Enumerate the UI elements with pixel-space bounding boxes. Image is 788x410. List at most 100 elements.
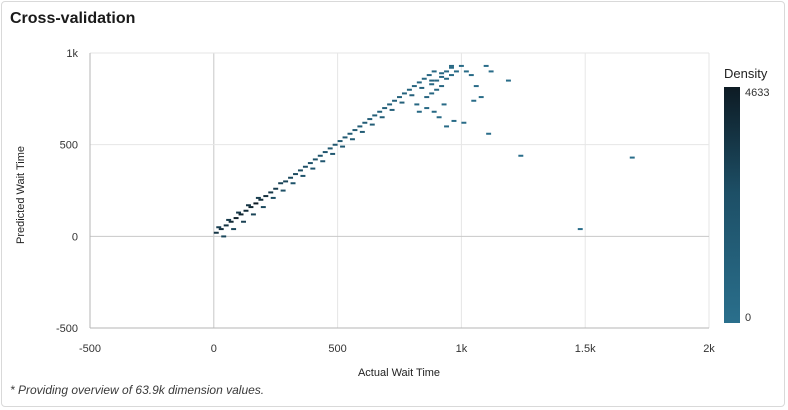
heatmap-cell xyxy=(461,121,467,124)
heatmap-cell xyxy=(486,132,492,135)
heatmap-cell xyxy=(473,85,479,88)
heatmap-cell xyxy=(320,160,326,163)
heatmap-cells xyxy=(213,64,635,238)
heatmap-cell xyxy=(223,224,229,227)
grid-layer xyxy=(89,52,710,329)
heatmap-cell xyxy=(518,154,524,157)
x-axis-label: Actual Wait Time xyxy=(358,367,440,379)
heatmap-cell xyxy=(382,107,388,110)
heatmap-cell xyxy=(449,74,454,77)
heatmap-cell xyxy=(255,196,261,199)
heatmap-cell xyxy=(218,228,224,231)
heatmap-cell xyxy=(429,92,435,95)
heatmap-cell xyxy=(297,169,303,172)
heatmap-cell xyxy=(253,202,259,205)
legend-title: Density xyxy=(724,66,768,81)
footnote: * Providing overview of 63.9k dimension … xyxy=(10,383,265,397)
heatmap-cell xyxy=(258,198,264,201)
heatmap-cell xyxy=(449,64,454,67)
heatmap-cell xyxy=(330,152,336,155)
heatmap-cell xyxy=(424,107,430,110)
x-tick-label: 2k xyxy=(703,343,715,355)
heatmap-cell xyxy=(332,143,338,146)
y-tick-label: 500 xyxy=(60,140,78,152)
heatmap-cell xyxy=(431,70,437,73)
legend-color-bar xyxy=(724,87,740,323)
heatmap-cell xyxy=(409,94,415,97)
heatmap-cell xyxy=(577,228,583,231)
heatmap-cell xyxy=(342,136,348,139)
heatmap-cell xyxy=(268,191,274,194)
heatmap-cell xyxy=(436,116,442,119)
heatmap-cell xyxy=(238,213,244,216)
x-tick-label: 1k xyxy=(456,343,468,355)
heatmap-cell xyxy=(406,88,412,91)
heatmap-cell xyxy=(347,132,353,135)
heatmap-cell xyxy=(416,110,422,113)
heatmap-cell xyxy=(439,72,445,75)
heatmap-cell xyxy=(352,129,358,132)
heatmap-cell xyxy=(243,209,249,212)
legend-min-label: 0 xyxy=(745,312,751,324)
heatmap-cell xyxy=(416,81,422,84)
heatmap-cell xyxy=(337,140,343,143)
y-tick-label: -500 xyxy=(56,323,78,335)
x-tick-label: 500 xyxy=(328,343,346,355)
x-tick-label: -500 xyxy=(79,343,101,355)
heatmap-cell xyxy=(263,195,269,198)
heatmap-cell xyxy=(463,70,469,73)
heatmap-cell xyxy=(270,196,276,199)
heatmap-cell xyxy=(426,74,432,77)
heatmap-cell xyxy=(429,79,435,82)
heatmap-cell xyxy=(233,217,239,220)
heatmap-cell xyxy=(245,204,251,207)
heatmap-cell xyxy=(389,108,395,111)
heatmap-cell xyxy=(414,103,420,106)
heatmap-cell xyxy=(401,92,407,95)
heatmap-cell xyxy=(471,99,477,102)
heatmap-cell xyxy=(250,213,256,216)
heatmap-cell xyxy=(444,77,450,80)
heatmap-cell xyxy=(451,119,457,122)
heatmap-cell xyxy=(357,125,363,128)
heatmap-cell xyxy=(327,147,333,150)
heatmap-cell xyxy=(312,158,318,161)
x-axis-ticks: -500 0 500 1k 1.5k 2k xyxy=(79,343,715,355)
y-tick-label: 1k xyxy=(66,48,78,60)
heatmap-cell xyxy=(260,206,266,209)
heatmap-cell xyxy=(379,116,385,119)
heatmap-cell xyxy=(439,75,445,78)
heatmap-cell xyxy=(290,182,296,185)
heatmap-cell xyxy=(288,176,294,179)
heatmap-cell xyxy=(236,211,242,214)
heatmap-cell xyxy=(419,86,425,89)
heatmap-cell xyxy=(434,79,440,82)
heatmap-cell xyxy=(283,180,289,183)
frame-layer xyxy=(89,53,709,329)
heatmap-cell xyxy=(293,173,298,176)
heatmap-cell xyxy=(444,70,450,73)
heatmap-cell xyxy=(280,189,286,192)
heatmap-cell xyxy=(439,85,445,88)
heatmap-cell xyxy=(273,187,279,190)
heatmap-cell xyxy=(372,114,378,117)
chart-title: Cross-validation xyxy=(10,10,136,27)
x-tick-label: 1.5k xyxy=(575,343,596,355)
heatmap-cell xyxy=(278,182,284,185)
heatmap-cell xyxy=(478,96,484,99)
heatmap-cell xyxy=(468,74,474,77)
heatmap-cell xyxy=(429,83,435,86)
heatmap-cell xyxy=(340,145,346,148)
heatmap-cell xyxy=(411,85,417,88)
heatmap-cell xyxy=(307,162,313,165)
heatmap-cell xyxy=(483,64,489,67)
heatmap-cell xyxy=(377,110,383,113)
heatmap-cell xyxy=(221,235,227,238)
heatmap-cell xyxy=(248,206,254,209)
heatmap-cell xyxy=(317,154,323,157)
heatmap-cell xyxy=(310,167,316,170)
heatmap-cell xyxy=(387,103,393,106)
x-tick-label: 0 xyxy=(211,343,217,355)
